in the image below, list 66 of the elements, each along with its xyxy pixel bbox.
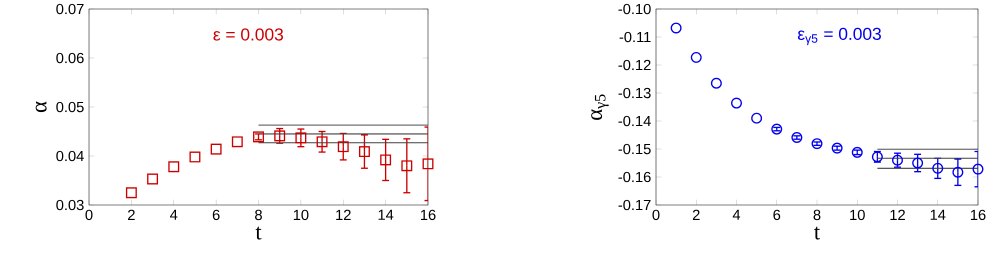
x-axis-title: t [256, 226, 262, 240]
y-tick-label: -0.12 [618, 60, 651, 70]
y-tick-label: -0.17 [618, 200, 651, 210]
point [232, 136, 243, 148]
y-axis-title: α [36, 102, 47, 112]
x-tick-label: 16 [970, 210, 986, 220]
y-tick-label: -0.13 [618, 88, 651, 98]
point [422, 158, 434, 170]
x-tick-label: 14 [930, 210, 946, 220]
point [316, 136, 328, 148]
y-tick-label: -0.14 [618, 116, 651, 126]
y-tick-label: 0.06 [56, 52, 84, 64]
x-tick-label: 12 [336, 210, 351, 220]
point [690, 52, 702, 63]
y-tick-label: 0.07 [56, 4, 84, 14]
point [731, 98, 742, 109]
x-tick-label: 10 [294, 210, 308, 220]
point [852, 146, 863, 158]
point [832, 142, 843, 154]
point [189, 152, 200, 162]
point [972, 164, 984, 175]
x-tick-label: 4 [170, 210, 178, 220]
x-tick-label: 10 [850, 210, 865, 220]
point [295, 132, 306, 144]
x-tick-label: 6 [773, 210, 780, 220]
point [812, 138, 822, 150]
x-tick-label: 0 [652, 210, 660, 220]
x-tick-label: 2 [692, 210, 700, 220]
point [126, 187, 137, 198]
point [168, 161, 180, 172]
y-tick-label: -0.16 [618, 172, 651, 182]
x-axis-title: t [814, 226, 820, 240]
x-tick-label: 12 [890, 210, 905, 220]
point [710, 78, 722, 89]
y-tick-label: 0.04 [56, 150, 84, 162]
x-tick-label: 8 [814, 210, 820, 220]
y-tick-label: 0.05 [56, 102, 84, 112]
point [791, 132, 802, 143]
point [380, 154, 392, 166]
x-tick-label: 6 [212, 210, 220, 220]
annotation: ε = 0.003 [213, 28, 283, 41]
point [210, 144, 222, 155]
point [358, 146, 370, 158]
x-tick-label: 0 [86, 210, 93, 220]
y-tick-label: -0.10 [618, 4, 651, 14]
point [932, 162, 944, 174]
point [952, 166, 964, 178]
y-tick-label: -0.15 [618, 144, 651, 154]
point [771, 124, 782, 135]
y-tick-label: 0.03 [56, 200, 84, 210]
point [338, 141, 349, 152]
point [892, 154, 903, 166]
annotation: ε$_{γ5}$ = 0.003 [798, 28, 881, 46]
y-axis-title: α$_{γ5}$ [591, 94, 609, 120]
point [751, 112, 762, 124]
point [274, 130, 286, 142]
point [670, 22, 682, 34]
x-tick-label: 16 [420, 210, 436, 220]
point [912, 158, 924, 168]
y-tick-label: -0.11 [620, 32, 651, 42]
x-tick-label: 2 [128, 210, 135, 220]
x-tick-label: 8 [255, 210, 262, 220]
x-tick-label: 14 [378, 210, 394, 220]
point [401, 160, 412, 172]
point [147, 174, 158, 184]
x-tick-label: 4 [732, 210, 740, 220]
